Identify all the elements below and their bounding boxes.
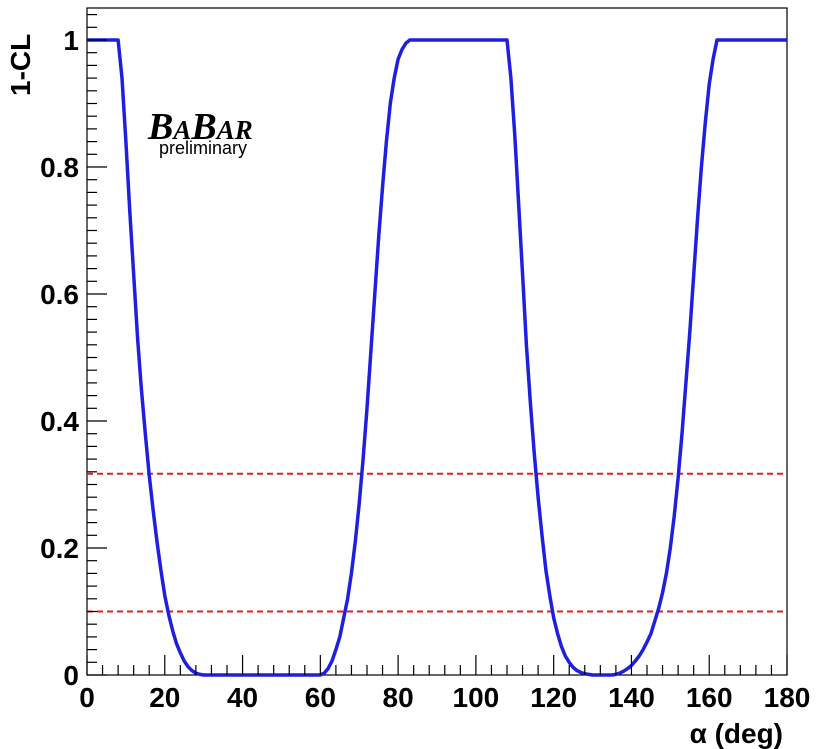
x-tick-label: 80 bbox=[383, 682, 414, 713]
x-tick-label: 60 bbox=[305, 682, 336, 713]
y-axis-title: 1-CL bbox=[5, 34, 36, 96]
logo-text: BABAR bbox=[147, 106, 253, 148]
x-tick-label: 100 bbox=[453, 682, 500, 713]
x-tick-label: 40 bbox=[227, 682, 258, 713]
y-tick-label: 0 bbox=[63, 660, 79, 691]
plot-area bbox=[86, 7, 788, 676]
x-tick-label: 120 bbox=[530, 682, 577, 713]
x-tick-label: 180 bbox=[764, 682, 811, 713]
reference-lines bbox=[87, 472, 787, 613]
x-tick-label: 160 bbox=[686, 682, 733, 713]
y-tick-label: 1 bbox=[63, 25, 79, 56]
logo-subtitle: preliminary bbox=[159, 138, 247, 158]
y-tick-label: 0.4 bbox=[40, 406, 79, 437]
x-axis: 0 20 40 60 80 100 120 140 160 180 bbox=[79, 655, 810, 713]
x-tick-label: 0 bbox=[79, 682, 95, 713]
y-tick-label: 0.8 bbox=[40, 152, 79, 183]
series-line bbox=[87, 38, 787, 677]
y-tick-label: 0.2 bbox=[40, 533, 79, 564]
series-layer bbox=[87, 38, 787, 677]
y-axis: 0 0.2 0.4 0.6 0.8 1 bbox=[40, 14, 107, 691]
babar-logo: BABAR preliminary bbox=[147, 106, 253, 158]
x-tick-label: 140 bbox=[608, 682, 655, 713]
y-tick-label: 0.6 bbox=[40, 279, 79, 310]
x-axis-title: α (deg) bbox=[690, 718, 783, 749]
x-tick-label: 20 bbox=[149, 682, 180, 713]
